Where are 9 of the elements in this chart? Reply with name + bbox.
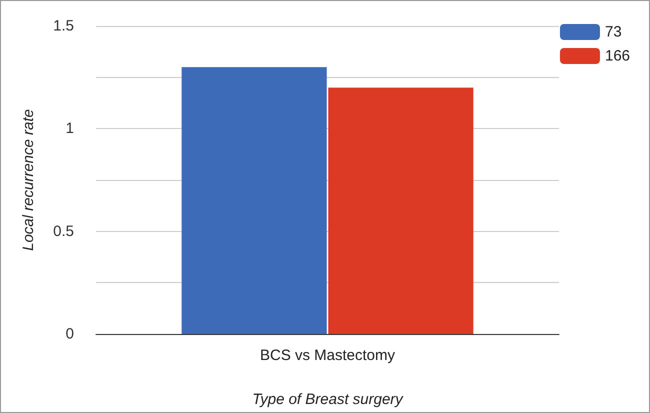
y-tick-label: 1.5 — [53, 18, 74, 34]
y-tick-label: 0 — [66, 326, 74, 342]
y-tick-label: 0.5 — [53, 222, 74, 240]
x-tick-label: BCS vs Mastectomy — [260, 347, 396, 364]
y-tick-label: 1 — [66, 120, 74, 138]
legend-label: 73 — [604, 24, 622, 40]
y-axis-title: Local recurrence rate — [20, 109, 37, 251]
x-axis-title: Type of Breast surgery — [252, 391, 404, 408]
legend-label: 166 — [604, 48, 630, 64]
